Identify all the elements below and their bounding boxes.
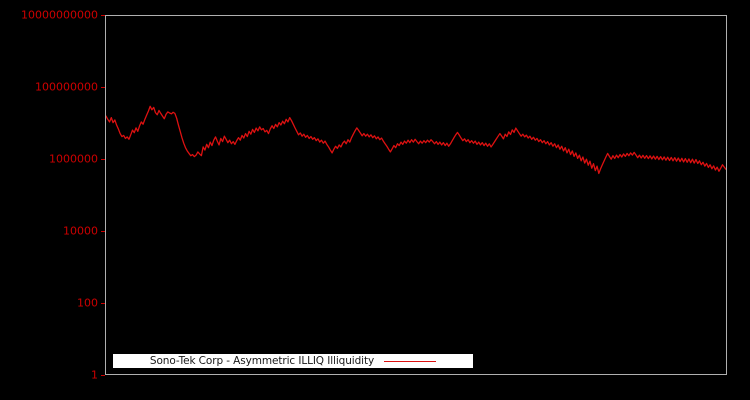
- y-axis-tick-label: 100000000: [35, 80, 98, 94]
- y-axis-tick-mark: [101, 15, 105, 16]
- y-axis-tick-mark: [101, 375, 105, 376]
- y-axis-tick-label: 10000000000: [21, 8, 98, 22]
- y-axis-tick-label: 10000: [63, 224, 98, 238]
- y-axis-tick-mark: [101, 159, 105, 160]
- y-axis-tick-mark: [101, 303, 105, 304]
- plot-area: [105, 15, 727, 375]
- y-axis-tick-mark: [101, 87, 105, 88]
- y-axis-tick-label: 100: [77, 296, 98, 310]
- legend-color-swatch: [384, 360, 437, 362]
- y-axis-tick-label: 1: [91, 368, 98, 382]
- series-line-illiq: [106, 105, 726, 175]
- chart-legend: Sono-Tek Corp - Asymmetric ILLIQ Illiqui…: [113, 354, 473, 368]
- series-polyline: [106, 105, 726, 175]
- y-axis-tick-mark: [101, 231, 105, 232]
- legend-label: Sono-Tek Corp - Asymmetric ILLIQ Illiqui…: [149, 355, 375, 367]
- y-axis-tick-label: 1000000: [49, 152, 98, 166]
